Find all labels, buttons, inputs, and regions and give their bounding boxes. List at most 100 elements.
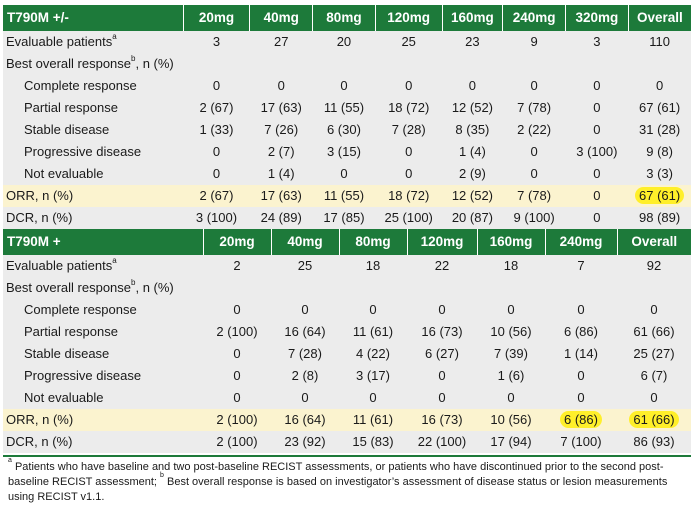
evaluable-patients-row: Evaluable patientsa 3 27 20 25 23 9 3 110: [3, 31, 691, 53]
table-cell: 3 (100): [183, 207, 250, 229]
table-cell: 0: [312, 163, 376, 185]
table-cell: 0: [312, 75, 376, 97]
table-cell: 16 (64): [271, 321, 339, 343]
best-response-suffix: , n (%): [135, 280, 174, 295]
cell-value: 16 (73): [421, 412, 463, 427]
dose-column-header: 240mg: [502, 5, 566, 31]
table-cell: 12 (52): [442, 97, 503, 119]
highlighted-value: 6 (86): [560, 411, 602, 428]
table-cell: 67 (61): [628, 97, 691, 119]
table-cell: 18: [477, 255, 545, 277]
row-label: ORR, n (%): [3, 185, 184, 207]
table-cell: 0: [545, 387, 617, 409]
response-row: Complete response 0 0 0 0 0 0 0 0: [3, 75, 691, 97]
table-cell: 0: [545, 365, 617, 387]
dcr-row: DCR, n (%) 2 (100) 23 (92) 15 (83) 22 (100) 1…: [3, 431, 691, 453]
row-label: Evaluable patientsa: [3, 31, 184, 53]
row-label: Progressive disease: [3, 365, 203, 387]
table-cell: 0: [339, 299, 407, 321]
table-cell: 11 (55): [312, 97, 376, 119]
cell-value: 2 (67): [199, 188, 234, 203]
table-cell: 12 (52): [442, 185, 503, 207]
cell-value: 0: [593, 188, 601, 203]
table-cell: 3 (100): [565, 141, 629, 163]
highlighted-value: 67 (61): [635, 187, 685, 204]
cell-value: 18 (72): [388, 188, 430, 203]
table-cell: 10 (56): [477, 321, 545, 343]
table-cell: 17 (94): [477, 431, 545, 453]
footnote: a Patients who have baseline and two pos…: [8, 457, 686, 505]
table-cell: 16 (73): [407, 409, 477, 431]
table-cell: 25 (27): [617, 343, 691, 365]
table-cell: 22: [407, 255, 477, 277]
table-cell: 2 (67): [183, 185, 250, 207]
highlighted-value: 61 (66): [629, 411, 679, 428]
table-cell: 2 (8): [271, 365, 339, 387]
table-cell: 0: [249, 75, 313, 97]
best-response-label: Best overall response: [6, 56, 132, 71]
table-cell: 25: [375, 31, 443, 53]
footnote-a-mark: a: [8, 457, 12, 465]
table-cell: 17 (85): [312, 207, 376, 229]
response-row: Progressive disease 0 2 (8) 3 (17) 0 1 (6) 0 6 …: [3, 365, 691, 387]
table-cell: 0: [502, 141, 566, 163]
table-cell: 7 (100): [545, 431, 617, 453]
table-cell: 8 (35): [442, 119, 503, 141]
footnote-a-text: Patients who have baseline and two post-…: [8, 461, 664, 488]
table-title: T790M +: [3, 229, 203, 255]
table-cell: 0: [565, 207, 629, 229]
row-label: Complete response: [3, 299, 203, 321]
row-label: Best overall responseb, n (%): [3, 53, 691, 75]
table-cell: 2 (100): [203, 409, 271, 431]
table-cell: 98 (89): [628, 207, 691, 229]
table-cell: 2 (100): [203, 431, 271, 453]
table-cell: 3: [183, 31, 250, 53]
table-t790m-positive: T790M +20mg 40mg 80mg 120mg 160mg 240mg Overal…: [3, 229, 691, 453]
row-label: Not evaluable: [3, 163, 184, 185]
table-cell: 2 (9): [442, 163, 503, 185]
cell-value: 11 (55): [323, 188, 365, 203]
table-cell: 25: [271, 255, 339, 277]
best-response-row: Best overall responseb, n (%): [3, 53, 691, 75]
table-cell: 18: [339, 255, 407, 277]
table-cell: 11 (55): [312, 185, 376, 207]
table-cell: 23 (92): [271, 431, 339, 453]
response-row: Partial response 2 (67) 17 (63) 11 (55) 18 (…: [3, 97, 691, 119]
table-cell: 2: [203, 255, 271, 277]
table-cell: 15 (83): [339, 431, 407, 453]
row-label: Stable disease: [3, 343, 203, 365]
row-label: DCR, n (%): [3, 207, 184, 229]
table-cell: 0: [628, 75, 691, 97]
row-label: ORR, n (%): [3, 409, 203, 431]
table-cell: 110: [628, 31, 691, 53]
table-cell: 7 (39): [477, 343, 545, 365]
row-label: Stable disease: [3, 119, 184, 141]
table-cell: 0: [203, 343, 271, 365]
orr-row: ORR, n (%) 2 (67) 17 (63) 11 (55) 18 (72) 12 …: [3, 185, 691, 207]
table-cell: 6 (86): [545, 409, 617, 431]
dose-column-header: Overall: [627, 5, 691, 31]
row-label: Not evaluable: [3, 387, 203, 409]
table-cell: 0: [477, 299, 545, 321]
table-cell: 1 (4): [442, 141, 503, 163]
table-cell: 6 (86): [545, 321, 617, 343]
table-cell: 0: [183, 75, 250, 97]
response-row: Complete response 0 0 0 0 0 0 0: [3, 299, 691, 321]
table-cell: 2 (67): [183, 97, 250, 119]
table-cell: 2 (7): [249, 141, 313, 163]
table-cell: 0: [545, 299, 617, 321]
table-cell: 24 (89): [249, 207, 313, 229]
table-cell: 27: [249, 31, 313, 53]
table-cell: 1 (14): [545, 343, 617, 365]
evaluable-patients-row: Evaluable patientsa 2 25 18 22 18 7 92: [3, 255, 691, 277]
table-cell: 0: [375, 163, 443, 185]
table-cell: 0: [183, 163, 250, 185]
table-cell: 0: [442, 75, 503, 97]
cell-value: 10 (56): [490, 412, 532, 427]
table-cell: 1 (33): [183, 119, 250, 141]
table-cell: 0: [271, 299, 339, 321]
table-cell: 0: [339, 387, 407, 409]
table-cell: 4 (22): [339, 343, 407, 365]
table-cell: 3 (17): [339, 365, 407, 387]
